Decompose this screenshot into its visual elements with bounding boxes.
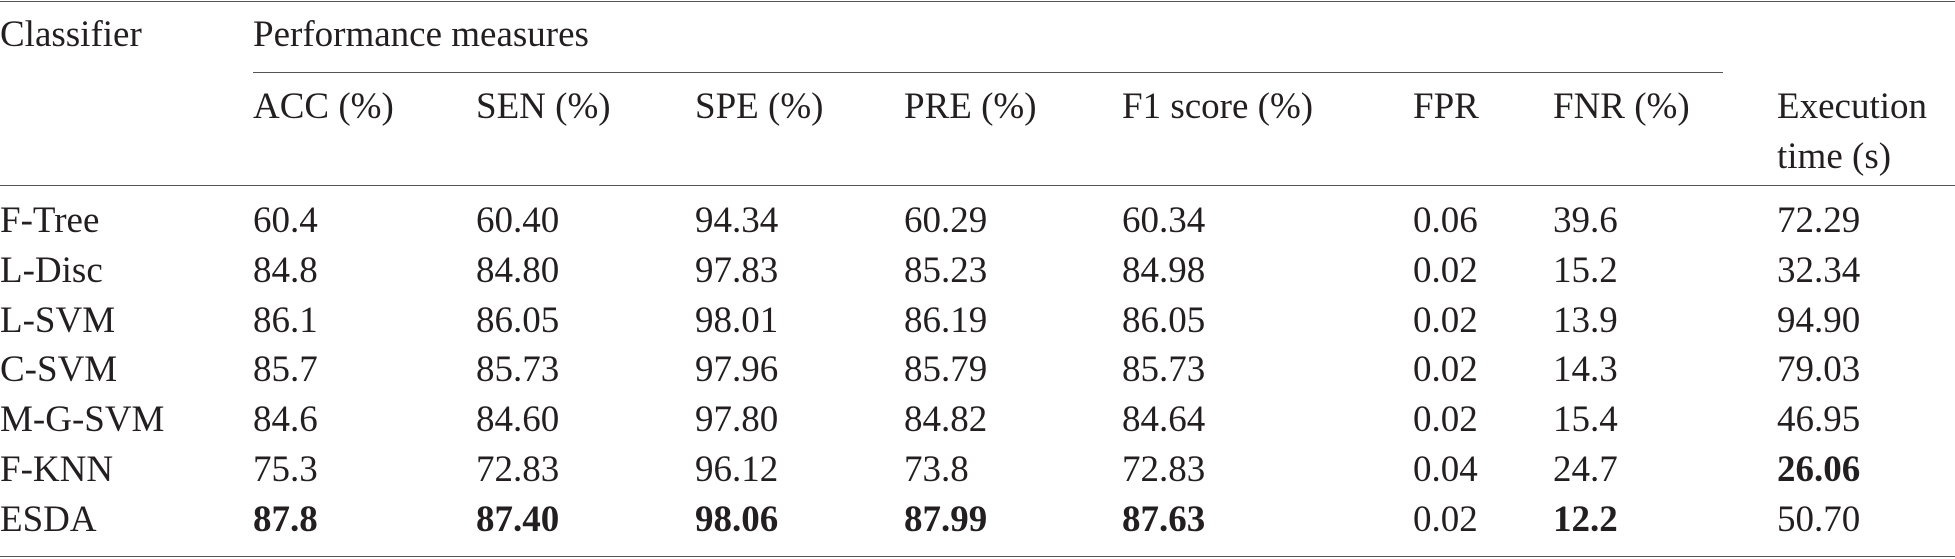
cell: 60.4 <box>253 200 318 241</box>
cell: 98.01 <box>695 299 779 341</box>
cell: 87.8 <box>253 498 318 540</box>
group-rule <box>253 72 1723 73</box>
cell: 60.40 <box>476 200 560 241</box>
cell: 84.98 <box>1122 249 1206 291</box>
cell: 96.12 <box>695 449 779 490</box>
cell: 98.06 <box>695 498 779 540</box>
row-label: M-G-SVM <box>0 399 165 441</box>
cell: 0.02 <box>1413 349 1478 391</box>
cell: 73.8 <box>904 449 969 490</box>
cell: 86.19 <box>904 299 988 341</box>
cell: 86.05 <box>1122 299 1206 341</box>
cell: 0.02 <box>1413 299 1478 341</box>
cell: 72.83 <box>476 449 560 490</box>
cell: 60.34 <box>1122 200 1206 241</box>
header-rule <box>0 185 1955 186</box>
cell: 0.04 <box>1413 449 1478 490</box>
cell: 60.29 <box>904 200 988 241</box>
cell: 85.73 <box>1122 349 1206 391</box>
cell: 86.1 <box>253 299 318 341</box>
cell: 15.2 <box>1553 249 1618 291</box>
top-rule <box>0 1 1955 2</box>
cell: 85.7 <box>253 349 318 391</box>
cell: 79.03 <box>1777 349 1861 391</box>
column-header: SPE (%) <box>695 86 824 127</box>
cell: 87.40 <box>476 498 560 540</box>
bottom-rule <box>0 556 1955 557</box>
cell: 39.6 <box>1553 200 1618 241</box>
row-label: L-Disc <box>0 249 103 291</box>
group-header: Performance measures <box>253 14 589 55</box>
column-header: SEN (%) <box>476 86 611 127</box>
cell: 97.96 <box>695 349 779 391</box>
cell: 84.8 <box>253 249 318 291</box>
cell: 84.80 <box>476 249 560 291</box>
cell: 14.3 <box>1553 349 1618 391</box>
column-header: PRE (%) <box>904 86 1037 127</box>
cell: 26.06 <box>1777 449 1861 490</box>
cell: 87.63 <box>1122 498 1206 540</box>
cell: 0.02 <box>1413 399 1478 441</box>
row-label: F-KNN <box>0 449 114 490</box>
cell: 15.4 <box>1553 399 1618 441</box>
cell: 24.7 <box>1553 449 1618 490</box>
cell: 13.9 <box>1553 299 1618 341</box>
cell: 84.82 <box>904 399 988 441</box>
cell: 84.64 <box>1122 399 1206 441</box>
cell: 75.3 <box>253 449 318 490</box>
cell: 46.95 <box>1777 399 1861 441</box>
cell: 85.73 <box>476 349 560 391</box>
cell: 86.05 <box>476 299 560 341</box>
cell: 32.34 <box>1777 249 1861 291</box>
cell: 0.06 <box>1413 200 1478 241</box>
cell: 0.02 <box>1413 498 1478 540</box>
cell: 50.70 <box>1777 498 1861 540</box>
cell: 94.34 <box>695 200 779 241</box>
column-header: FNR (%) <box>1553 86 1690 127</box>
cell: 72.83 <box>1122 449 1206 490</box>
cell: 97.80 <box>695 399 779 441</box>
cell: 72.29 <box>1777 200 1861 241</box>
classifier-header: Classifier <box>0 14 142 55</box>
row-label: L-SVM <box>0 299 116 341</box>
column-header: FPR <box>1413 86 1479 127</box>
cell: 84.60 <box>476 399 560 441</box>
cell: 85.79 <box>904 349 988 391</box>
row-label: C-SVM <box>0 349 118 391</box>
cell: 94.90 <box>1777 299 1861 341</box>
column-header: Execution time (s) <box>1777 86 1928 177</box>
row-label: F-Tree <box>0 200 100 241</box>
cell: 12.2 <box>1553 498 1618 540</box>
row-label: ESDA <box>0 498 97 540</box>
cell: 85.23 <box>904 249 988 291</box>
column-header: ACC (%) <box>253 86 394 127</box>
cell: 84.6 <box>253 399 318 441</box>
cell: 97.83 <box>695 249 779 291</box>
column-header: F1 score (%) <box>1122 86 1314 127</box>
cell: 87.99 <box>904 498 988 540</box>
cell: 0.02 <box>1413 249 1478 291</box>
